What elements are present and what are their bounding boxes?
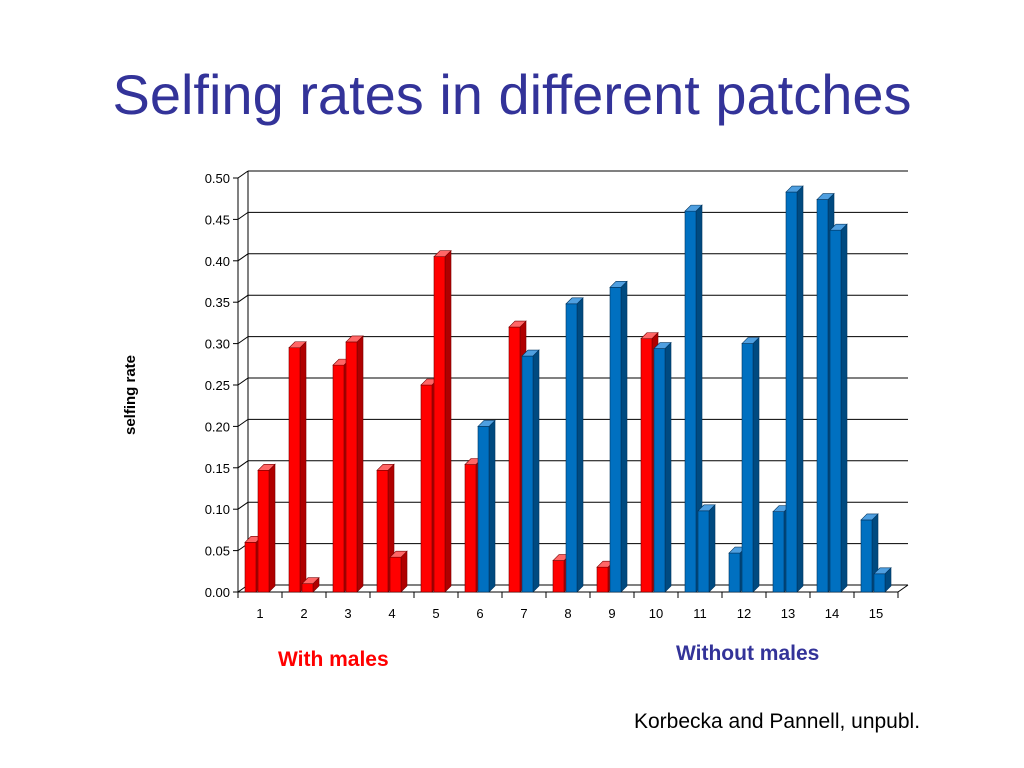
x-tick-label: 15 [869, 606, 883, 621]
bar-patch-8-2 [565, 297, 584, 593]
y-tick-label: 0.15 [205, 461, 230, 476]
y-tick-label: 0.50 [205, 171, 230, 186]
gridline-depth [237, 294, 249, 303]
bar-patch-1-2 [257, 463, 276, 593]
x-tick-label: 1 [256, 606, 263, 621]
y-tick-label: 0.30 [205, 337, 230, 352]
x-tick-label: 10 [649, 606, 663, 621]
bar-patch-2-2 [301, 576, 320, 593]
y-tick-label: 0.40 [205, 254, 230, 269]
y-tick-label: 0.10 [205, 502, 230, 517]
y-tick-label: 0.20 [205, 419, 230, 434]
y-tick-label: 0.45 [205, 212, 230, 227]
x-tick-label: 7 [520, 606, 527, 621]
gridline-depth [237, 170, 249, 179]
x-tick-label: 13 [781, 606, 795, 621]
bar-patch-6-2 [477, 419, 496, 593]
bar-patch-15-1 [860, 513, 879, 593]
floor-right-edge [897, 584, 909, 593]
bar-patch-10-2 [653, 341, 672, 593]
bar-patch-4-2 [389, 550, 408, 593]
x-tick-label: 8 [564, 606, 571, 621]
x-tick-label: 5 [432, 606, 439, 621]
x-tick-label: 4 [388, 606, 395, 621]
bar-patch-11-2 [697, 504, 716, 593]
y-axis-label: selfing rate [122, 354, 139, 436]
y-tick-label: 0.35 [205, 295, 230, 310]
bar-patch-7-2 [521, 349, 540, 593]
citation: Korbecka and Pannell, unpubl. [634, 710, 921, 733]
x-tick-label: 2 [300, 606, 307, 621]
bar-patch-3-2 [345, 335, 364, 593]
slide-title: Selfing rates in different patches [112, 63, 912, 126]
x-tick-label: 6 [476, 606, 483, 621]
y-tick-label: 0.05 [205, 544, 230, 559]
without-males-label: Without males [676, 642, 820, 665]
gridline-depth [237, 460, 249, 469]
y-tick-label: 0.25 [205, 378, 230, 393]
x-tick-label: 11 [693, 606, 707, 621]
bar-patch-5-2 [433, 249, 452, 593]
bar-patch-2-1 [288, 341, 307, 593]
gridline-depth [237, 253, 249, 262]
gridline-depth [237, 377, 249, 386]
gridline-depth [237, 418, 249, 427]
gridline-depth [237, 336, 249, 345]
gridline-depth [237, 211, 249, 220]
x-tick-label: 3 [344, 606, 351, 621]
bar-patch-15-2 [873, 567, 892, 593]
x-tick-label: 9 [608, 606, 615, 621]
x-tick-label: 14 [825, 606, 839, 621]
bar-patch-14-2 [829, 223, 848, 593]
y-tick-label: 0.00 [205, 585, 230, 600]
bar-patch-11-1 [684, 204, 703, 593]
with-males-label: With males [278, 648, 389, 671]
bar-patch-12-2 [741, 336, 760, 593]
gridline-depth [237, 501, 249, 510]
bar-patch-9-2 [609, 280, 628, 593]
bar-patch-13-2 [785, 185, 804, 593]
x-tick-label: 12 [737, 606, 751, 621]
